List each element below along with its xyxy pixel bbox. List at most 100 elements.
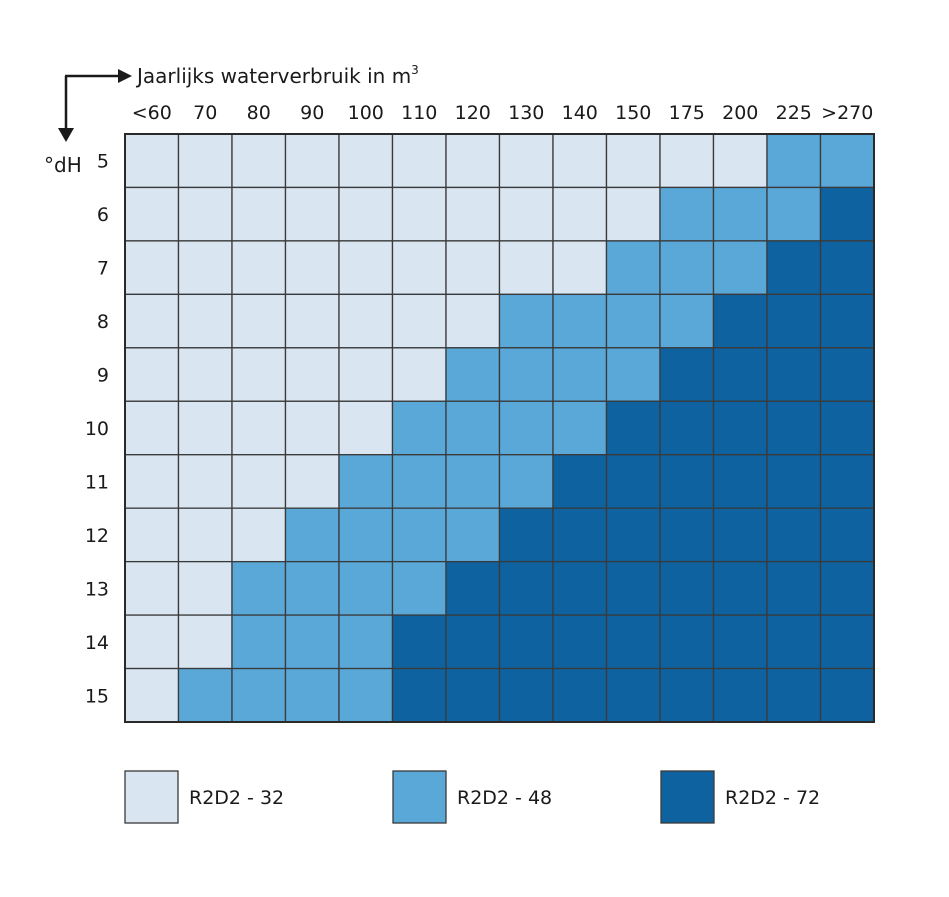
heatmap-cell [712, 133, 768, 189]
heatmap-cell [445, 614, 501, 670]
heatmap-cell [177, 507, 233, 563]
heatmap-cell [338, 133, 394, 189]
heatmap-cell [498, 293, 554, 349]
heatmap-cell [124, 560, 180, 616]
heatmap-cell [177, 240, 233, 296]
heatmap-cell [712, 186, 768, 242]
column-label: >270 [821, 102, 873, 124]
legend-label: R2D2 - 48 [457, 787, 552, 809]
heatmap-cell [766, 186, 822, 242]
heatmap-cell [177, 560, 233, 616]
column-label: 70 [193, 102, 217, 124]
heatmap-cell [338, 454, 394, 509]
heatmap-cell [124, 293, 180, 349]
heatmap-cell [391, 507, 447, 563]
row-label: 10 [85, 418, 109, 440]
heatmap-cell [231, 560, 287, 616]
heatmap-cell [124, 186, 180, 242]
axis-arrows [58, 69, 132, 142]
heatmap-cell [177, 400, 233, 456]
heatmap-cell [552, 454, 608, 509]
heatmap-cell [766, 133, 822, 189]
heatmap-cell [231, 186, 287, 242]
heatmap-cell [766, 614, 822, 670]
heatmap-cell [498, 667, 554, 723]
heatmap-cell [819, 614, 875, 670]
heatmap-cell [819, 240, 875, 296]
heatmap-cell [177, 667, 233, 723]
heatmap-cell [605, 347, 661, 402]
heatmap-cell [284, 240, 340, 296]
row-label: 12 [85, 525, 109, 547]
column-labels: <60 70 80 90 100 110 120 130 140 150 175 200 225 >270 [132, 102, 874, 124]
heatmap-cell [124, 614, 180, 670]
heatmap-cell [124, 667, 180, 723]
heatmap-cell [498, 133, 554, 189]
heatmap-cell [231, 347, 287, 402]
heatmap-cell [284, 667, 340, 723]
heatmap-cell [445, 133, 501, 189]
grid-border [124, 133, 875, 723]
heatmap-cell [766, 240, 822, 296]
heatmap-cell [659, 240, 715, 296]
row-label: 6 [97, 204, 109, 226]
heatmap-cell [391, 667, 447, 723]
row-label: 14 [85, 632, 109, 654]
heatmap-cell [445, 667, 501, 723]
heatmap-cell [819, 400, 875, 456]
heatmap-cell [338, 667, 394, 723]
heatmap-cell [338, 240, 394, 296]
legend-swatch [392, 770, 447, 824]
heatmap-cell [819, 133, 875, 189]
row-label: 5 [97, 151, 109, 173]
heatmap-cell [498, 400, 554, 456]
heatmap-cell [605, 454, 661, 509]
heatmap-cell [819, 507, 875, 563]
column-label: 80 [247, 102, 271, 124]
heatmap-cell [177, 454, 233, 509]
heatmap-cell [231, 133, 287, 189]
row-label: 7 [97, 258, 109, 280]
column-label: 130 [508, 102, 544, 124]
heatmap-cell [284, 614, 340, 670]
column-label: 200 [722, 102, 758, 124]
heatmap-cells [124, 133, 875, 723]
heatmap-cell [231, 240, 287, 296]
heatmap-cell [819, 186, 875, 242]
heatmap-cell [445, 293, 501, 349]
x-axis-title-text: Jaarlijks waterverbruik in m [135, 64, 411, 88]
heatmap-cell [605, 240, 661, 296]
right-arrow-icon [118, 69, 132, 83]
heatmap-cell [712, 667, 768, 723]
heatmap-cell [284, 133, 340, 189]
heatmap-cell [819, 293, 875, 349]
heatmap-cell [766, 507, 822, 563]
heatmap-cell [659, 347, 715, 402]
heatmap-cell [124, 347, 180, 402]
heatmap-cell [231, 400, 287, 456]
heatmap-cell [498, 240, 554, 296]
heatmap-cell [338, 614, 394, 670]
heatmap-cell [338, 293, 394, 349]
heatmap-cell [605, 400, 661, 456]
heatmap-cell [766, 293, 822, 349]
heatmap-cell [391, 133, 447, 189]
heatmap-cell [124, 240, 180, 296]
heatmap-cell [552, 507, 608, 563]
heatmap-cell [605, 560, 661, 616]
legend-swatch [660, 770, 715, 824]
x-axis-title-superscript: 3 [411, 63, 419, 77]
heatmap-cell [391, 240, 447, 296]
heatmap-cell [659, 186, 715, 242]
x-axis-title: Jaarlijks waterverbruik in m3 [135, 63, 419, 88]
heatmap-cell [819, 667, 875, 723]
heatmap-cell [819, 347, 875, 402]
heatmap-cell [659, 293, 715, 349]
heatmap-cell [445, 347, 501, 402]
heatmap-cell [498, 347, 554, 402]
heatmap-cell [498, 186, 554, 242]
heatmap-cell [659, 133, 715, 189]
heatmap-cell [445, 186, 501, 242]
heatmap-cell [177, 186, 233, 242]
